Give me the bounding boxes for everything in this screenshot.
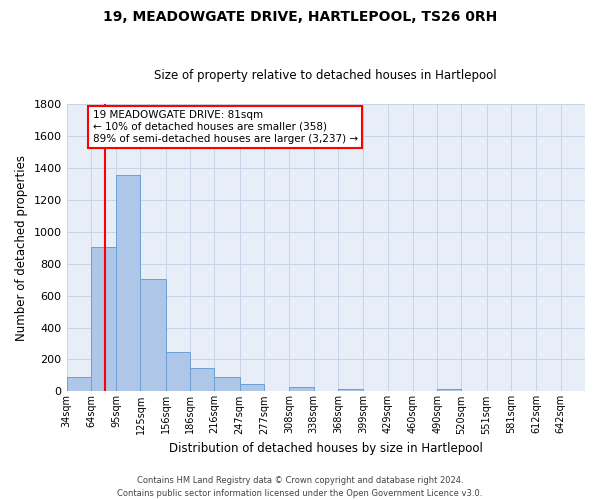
Bar xyxy=(437,390,461,392)
Bar xyxy=(239,384,264,392)
Text: 19 MEADOWGATE DRIVE: 81sqm
← 10% of detached houses are smaller (358)
89% of sem: 19 MEADOWGATE DRIVE: 81sqm ← 10% of deta… xyxy=(92,110,358,144)
Title: Size of property relative to detached houses in Hartlepool: Size of property relative to detached ho… xyxy=(154,69,497,82)
Bar xyxy=(140,279,166,392)
Bar xyxy=(116,175,140,392)
Bar xyxy=(190,368,214,392)
Bar xyxy=(91,247,116,392)
Bar xyxy=(166,352,190,392)
Bar xyxy=(214,378,239,392)
Bar xyxy=(338,390,363,392)
Text: Contains HM Land Registry data © Crown copyright and database right 2024.
Contai: Contains HM Land Registry data © Crown c… xyxy=(118,476,482,498)
X-axis label: Distribution of detached houses by size in Hartlepool: Distribution of detached houses by size … xyxy=(169,442,483,455)
Text: 19, MEADOWGATE DRIVE, HARTLEPOOL, TS26 0RH: 19, MEADOWGATE DRIVE, HARTLEPOOL, TS26 0… xyxy=(103,10,497,24)
Y-axis label: Number of detached properties: Number of detached properties xyxy=(15,154,28,340)
Bar xyxy=(67,377,91,392)
Bar xyxy=(289,388,314,392)
